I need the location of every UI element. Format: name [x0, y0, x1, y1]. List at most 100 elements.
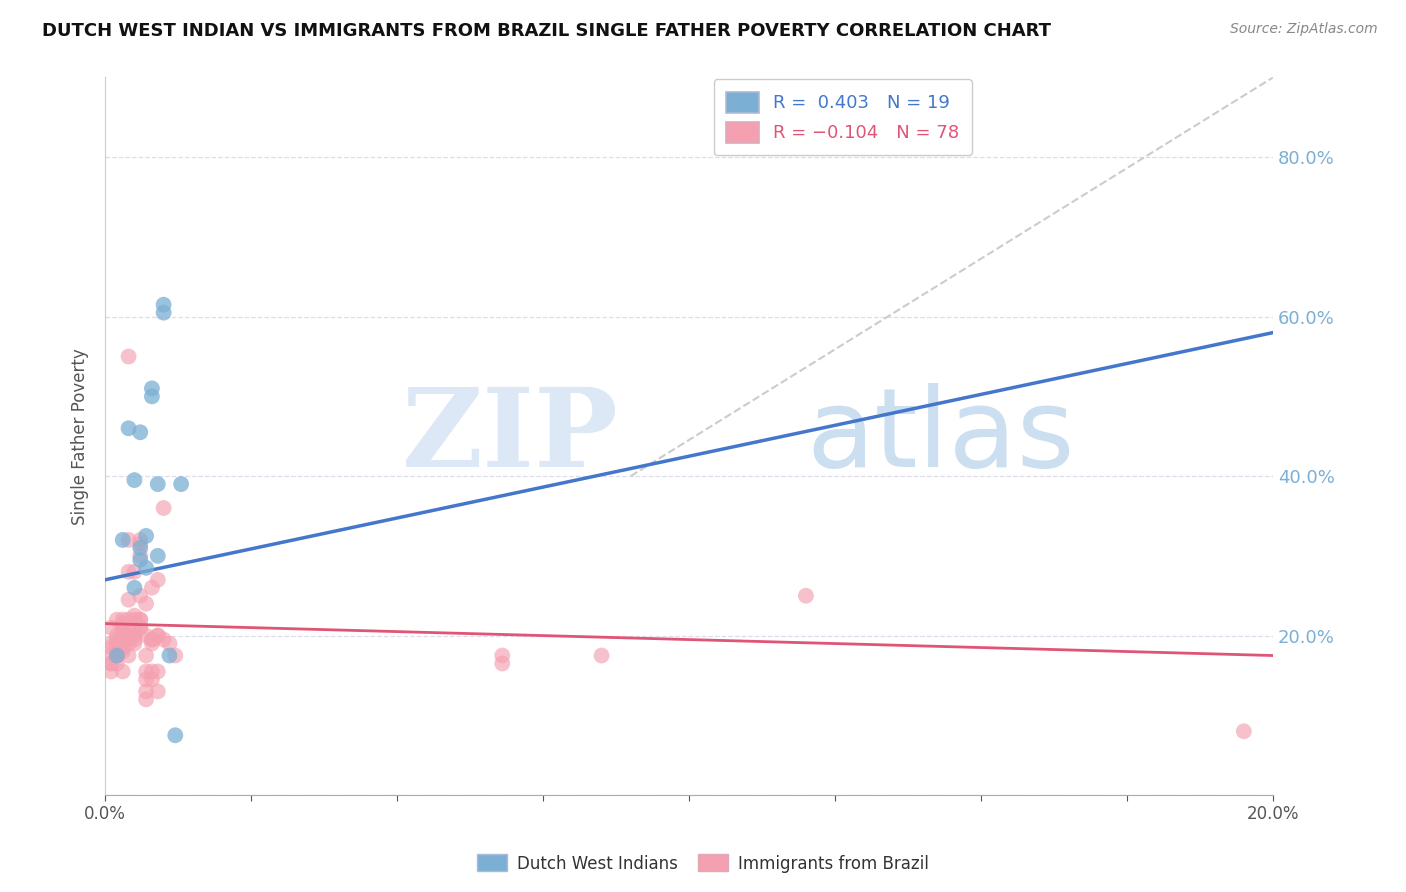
Point	[491, 657, 513, 671]
Point	[141, 381, 163, 395]
Point	[100, 648, 122, 663]
Point	[146, 629, 169, 643]
Point	[100, 665, 122, 679]
Point	[100, 640, 122, 655]
Point	[111, 621, 134, 635]
Point	[152, 632, 174, 647]
Point	[124, 613, 146, 627]
Point	[159, 648, 181, 663]
Point	[141, 581, 163, 595]
Point	[124, 473, 146, 487]
Point	[124, 621, 146, 635]
Y-axis label: Single Father Poverty: Single Father Poverty	[72, 348, 89, 524]
Point	[105, 644, 128, 658]
Point	[146, 477, 169, 491]
Point	[100, 657, 122, 671]
Point	[129, 589, 152, 603]
Point	[105, 657, 128, 671]
Point	[117, 350, 139, 364]
Point	[165, 648, 187, 663]
Legend: R =  0.403 N = 19, R = −0.104 N = 78: R = 0.403 N = 19, R = −0.104 N = 78	[714, 79, 972, 155]
Point	[129, 621, 152, 635]
Point	[111, 644, 134, 658]
Point	[117, 421, 139, 435]
Point	[117, 632, 139, 647]
Point	[129, 549, 152, 563]
Point	[111, 629, 134, 643]
Point	[105, 613, 128, 627]
Point	[141, 389, 163, 403]
Point	[129, 533, 152, 547]
Point	[111, 613, 134, 627]
Point	[111, 621, 134, 635]
Point	[124, 629, 146, 643]
Point	[129, 613, 152, 627]
Point	[105, 648, 128, 663]
Point	[117, 613, 139, 627]
Point	[129, 541, 152, 555]
Point	[165, 728, 187, 742]
Point	[117, 636, 139, 650]
Point	[146, 684, 169, 698]
Point	[135, 561, 157, 575]
Point	[135, 684, 157, 698]
Point	[141, 636, 163, 650]
Point	[117, 592, 139, 607]
Point	[111, 665, 134, 679]
Text: Source: ZipAtlas.com: Source: ZipAtlas.com	[1230, 22, 1378, 37]
Text: DUTCH WEST INDIAN VS IMMIGRANTS FROM BRAZIL SINGLE FATHER POVERTY CORRELATION CH: DUTCH WEST INDIAN VS IMMIGRANTS FROM BRA…	[42, 22, 1052, 40]
Point	[105, 648, 128, 663]
Point	[124, 565, 146, 579]
Point	[152, 298, 174, 312]
Point	[117, 565, 139, 579]
Point	[129, 613, 152, 627]
Point	[124, 636, 146, 650]
Point	[159, 636, 181, 650]
Point	[105, 636, 128, 650]
Point	[141, 632, 163, 647]
Point	[111, 616, 134, 631]
Point	[129, 537, 152, 551]
Point	[124, 581, 146, 595]
Point	[100, 636, 122, 650]
Point	[105, 644, 128, 658]
Point	[135, 692, 157, 706]
Point	[129, 425, 152, 440]
Point	[124, 629, 146, 643]
Point	[129, 553, 152, 567]
Point	[146, 549, 169, 563]
Legend: Dutch West Indians, Immigrants from Brazil: Dutch West Indians, Immigrants from Braz…	[471, 847, 935, 880]
Point	[135, 673, 157, 687]
Point	[111, 640, 134, 655]
Point	[117, 533, 139, 547]
Point	[105, 632, 128, 647]
Point	[491, 648, 513, 663]
Text: atlas: atlas	[806, 383, 1074, 490]
Text: ZIP: ZIP	[402, 383, 619, 490]
Point	[100, 621, 122, 635]
Point	[146, 629, 169, 643]
Point	[105, 648, 128, 663]
Point	[105, 648, 128, 663]
Point	[129, 621, 152, 635]
Point	[135, 529, 157, 543]
Point	[135, 597, 157, 611]
Point	[1233, 724, 1256, 739]
Point	[105, 629, 128, 643]
Point	[170, 477, 193, 491]
Point	[152, 306, 174, 320]
Point	[135, 629, 157, 643]
Point	[141, 632, 163, 647]
Point	[141, 665, 163, 679]
Point	[591, 648, 613, 663]
Point	[135, 665, 157, 679]
Point	[135, 648, 157, 663]
Point	[124, 608, 146, 623]
Point	[146, 665, 169, 679]
Point	[141, 673, 163, 687]
Point	[117, 629, 139, 643]
Point	[111, 636, 134, 650]
Point	[152, 501, 174, 516]
Point	[111, 629, 134, 643]
Point	[146, 573, 169, 587]
